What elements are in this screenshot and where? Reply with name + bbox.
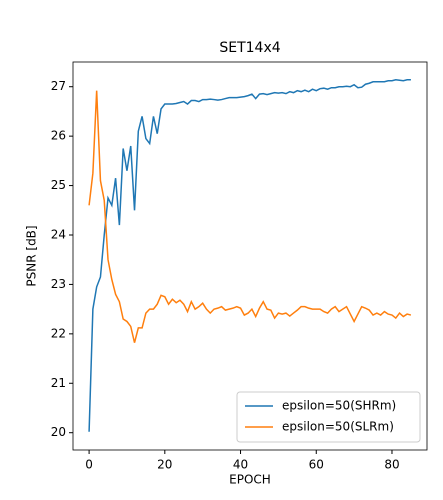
x-tick-label: 40 xyxy=(233,458,248,472)
y-tick-label: 24 xyxy=(51,227,66,241)
x-tick-label: 0 xyxy=(85,458,93,472)
legend: epsilon=50(SHRm) epsilon=50(SLRm) xyxy=(236,391,421,443)
y-tick-label: 21 xyxy=(51,376,66,390)
y-tick-label: 20 xyxy=(51,425,66,439)
legend-label: epsilon=50(SLRm) xyxy=(282,420,394,434)
x-tick-label: 20 xyxy=(157,458,172,472)
y-tick-label: 26 xyxy=(51,129,66,143)
y-tick-label: 23 xyxy=(51,277,66,291)
legend-box xyxy=(236,391,421,443)
y-axis-label: PSNR [dB] xyxy=(25,225,39,286)
y-tick-label: 27 xyxy=(51,79,66,93)
series-line xyxy=(88,79,411,432)
legend-label: epsilon=50(SHRm) xyxy=(282,399,396,413)
x-tick-label: 60 xyxy=(309,458,324,472)
x-axis-label: EPOCH xyxy=(229,473,271,487)
x-tick-label: 80 xyxy=(384,458,399,472)
y-tick-label: 22 xyxy=(51,326,66,340)
series-line xyxy=(88,90,412,343)
plot-frame xyxy=(72,61,428,451)
y-tick-label: 25 xyxy=(51,178,66,192)
chart-title: SET14x4 xyxy=(219,40,280,56)
